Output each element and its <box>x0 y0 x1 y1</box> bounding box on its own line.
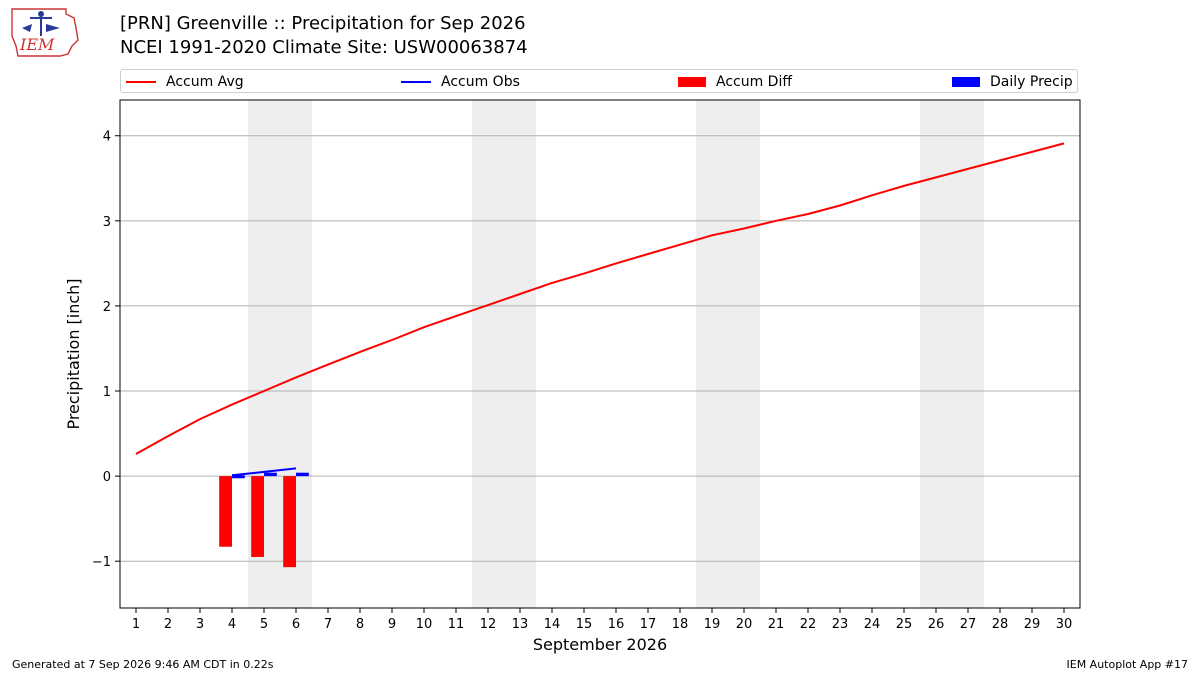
daily-precip-bar-day-4 <box>232 475 245 479</box>
accum-avg-line <box>135 142 1065 455</box>
xtick-label-1: 1 <box>132 617 140 632</box>
ytick-label-5: 4 <box>103 130 111 145</box>
xtick-label-10: 10 <box>416 617 433 632</box>
legend-item-accum-avg: Accum Avg <box>126 70 244 94</box>
legend-swatch-accum-avg <box>126 81 156 83</box>
xtick-label-22: 22 <box>800 617 817 632</box>
legend-item-accum-obs: Accum Obs <box>401 70 520 94</box>
ytick-label-2: 1 <box>103 385 111 400</box>
ytick-label-1: 0 <box>103 470 111 485</box>
logo-text: IEM <box>19 35 55 54</box>
weekend-shade-3 <box>696 100 760 608</box>
legend-swatch-accum-obs <box>401 81 431 83</box>
legend-label-accum-diff: Accum Diff <box>716 74 793 90</box>
xtick-label-25: 25 <box>896 617 913 632</box>
xtick-label-17: 17 <box>640 617 657 632</box>
xtick-label-13: 13 <box>512 617 529 632</box>
y-axis-label: Precipitation [inch] <box>64 278 83 429</box>
xtick-label-14: 14 <box>544 617 561 632</box>
ytick-label-4: 3 <box>103 215 111 230</box>
plot-frame <box>119 99 1081 609</box>
footer-app-text: IEM Autoplot App #17 <box>1066 658 1189 671</box>
xtick-label-20: 20 <box>736 617 753 632</box>
weekend-shade-4 <box>920 100 984 608</box>
legend-swatch-daily-precip <box>952 77 980 87</box>
xtick-label-11: 11 <box>448 617 465 632</box>
accum-diff-bar-day-5 <box>251 476 264 557</box>
accum-diff-bar-day-4 <box>219 476 232 547</box>
legend-item-daily-precip: Daily Precip <box>952 70 1073 94</box>
xtick-label-18: 18 <box>672 617 689 632</box>
xtick-label-8: 8 <box>356 617 364 632</box>
xtick-label-27: 27 <box>960 617 977 632</box>
xtick-label-24: 24 <box>864 617 881 632</box>
xtick-label-6: 6 <box>292 617 300 632</box>
xtick-label-30: 30 <box>1056 617 1073 632</box>
legend-item-accum-diff: Accum Diff <box>678 70 792 94</box>
legend-swatch-accum-diff <box>678 77 706 87</box>
xtick-label-3: 3 <box>196 617 204 632</box>
daily-precip-bar-day-5 <box>264 472 277 477</box>
xtick-label-16: 16 <box>608 617 625 632</box>
xtick-label-23: 23 <box>832 617 849 632</box>
xtick-label-19: 19 <box>704 617 721 632</box>
xtick-label-9: 9 <box>388 617 396 632</box>
xtick-label-4: 4 <box>228 617 236 632</box>
chart-subtitle: NCEI 1991-2020 Climate Site: USW00063874 <box>120 37 528 58</box>
xtick-label-29: 29 <box>1024 617 1041 632</box>
legend-label-accum-obs: Accum Obs <box>441 74 520 90</box>
legend-label-accum-avg: Accum Avg <box>166 74 244 90</box>
accum-obs-line <box>231 467 297 477</box>
xtick-label-7: 7 <box>324 617 332 632</box>
chart-title: [PRN] Greenville :: Precipitation for Se… <box>120 13 526 34</box>
xtick-label-28: 28 <box>992 617 1009 632</box>
legend: Accum Avg Accum Obs Accum Diff Daily Pre… <box>120 69 1078 93</box>
x-axis-label: September 2026 <box>533 635 667 654</box>
xtick-label-2: 2 <box>164 617 172 632</box>
ytick-label-3: 2 <box>103 300 111 315</box>
iem-logo: IEM <box>11 8 79 57</box>
accum-diff-bar-day-6 <box>283 476 296 568</box>
footer-generated-text: Generated at 7 Sep 2026 9:46 AM CDT in 0… <box>12 658 274 671</box>
xtick-label-12: 12 <box>480 617 497 632</box>
xtick-label-21: 21 <box>768 617 785 632</box>
ytick-label-0: −1 <box>92 555 111 570</box>
legend-label-daily-precip: Daily Precip <box>990 74 1073 90</box>
daily-precip-bar-day-6 <box>296 472 309 477</box>
xtick-label-15: 15 <box>576 617 593 632</box>
weekend-shade-2 <box>472 100 536 608</box>
xtick-label-5: 5 <box>260 617 268 632</box>
xtick-label-26: 26 <box>928 617 945 632</box>
